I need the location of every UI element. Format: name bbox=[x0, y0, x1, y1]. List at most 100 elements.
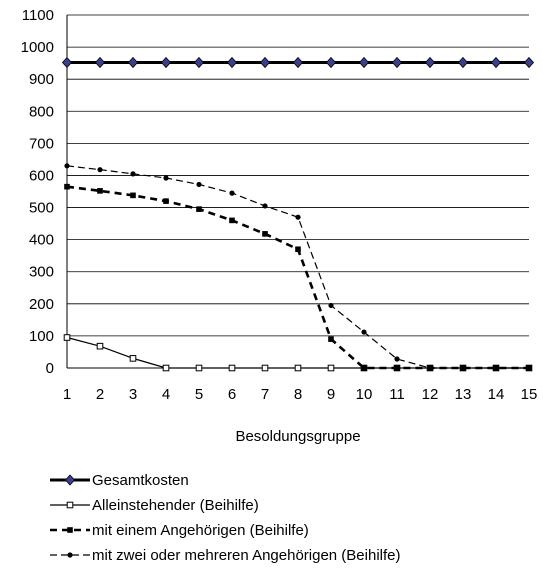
data-point bbox=[127, 56, 139, 69]
legend-label: mit zwei oder mehreren Angehörigen (Beih… bbox=[92, 547, 401, 564]
y-tick-label: 1100 bbox=[22, 7, 54, 24]
data-point bbox=[328, 302, 334, 309]
y-tick-labels: 0 100 200 300 400 500 600 700 800 900 1000 1100 bbox=[21, 7, 54, 377]
data-point bbox=[64, 474, 76, 486]
data-point bbox=[195, 364, 203, 372]
data-point bbox=[97, 188, 103, 194]
legend-item: mit einem Angehörigen (Beihilfe) bbox=[50, 522, 309, 539]
series-line bbox=[66, 336, 529, 369]
data-point bbox=[261, 364, 269, 372]
legend-item: mit zwei oder mehreren Angehörigen (Beih… bbox=[50, 547, 401, 564]
x-tick-label: 10 bbox=[356, 386, 373, 403]
series-1 bbox=[61, 56, 535, 69]
x-tick-label: 1 bbox=[63, 386, 71, 403]
x-tick-label: 5 bbox=[195, 386, 203, 403]
y-tick-label: 200 bbox=[29, 296, 54, 313]
y-tick-label: 400 bbox=[29, 232, 54, 249]
data-point bbox=[130, 171, 136, 177]
x-tick-label: 13 bbox=[455, 386, 472, 403]
data-point bbox=[292, 56, 304, 69]
data-point bbox=[294, 364, 302, 372]
x-tick-label: 8 bbox=[294, 386, 302, 403]
data-point bbox=[361, 365, 367, 371]
data-point bbox=[61, 56, 73, 69]
data-point bbox=[262, 203, 268, 209]
data-point bbox=[193, 56, 205, 69]
y-tick-label: 700 bbox=[29, 135, 54, 152]
data-point bbox=[229, 217, 235, 224]
data-point bbox=[427, 365, 433, 371]
x-tick-label: 3 bbox=[129, 386, 137, 403]
data-point bbox=[67, 552, 73, 558]
data-point bbox=[96, 342, 104, 350]
data-point bbox=[394, 356, 400, 362]
y-tick-label: 300 bbox=[29, 264, 54, 281]
data-point bbox=[325, 56, 337, 69]
y-tick-label: 1000 bbox=[21, 39, 54, 56]
legend-label: Alleinstehender (Beihilfe) bbox=[92, 497, 259, 514]
data-point bbox=[262, 231, 268, 237]
data-point bbox=[460, 365, 466, 371]
x-tick-label: 11 bbox=[389, 386, 405, 403]
data-point bbox=[526, 365, 532, 371]
y-tick-label: 100 bbox=[29, 328, 54, 345]
x-tick-label: 7 bbox=[261, 386, 269, 403]
series-line bbox=[66, 165, 529, 369]
data-point bbox=[196, 206, 202, 212]
y-tick-label: 600 bbox=[29, 167, 54, 184]
data-point bbox=[163, 175, 169, 181]
y-tick-label: 0 bbox=[46, 360, 54, 377]
data-point bbox=[358, 56, 370, 69]
x-tick-label: 15 bbox=[521, 386, 538, 403]
data-point bbox=[457, 56, 469, 69]
legend: Gesamtkosten Alleinstehender (Beihilfe) mi… bbox=[50, 472, 401, 564]
data-point bbox=[97, 167, 103, 173]
data-point bbox=[163, 198, 169, 204]
legend-item: Gesamtkosten bbox=[50, 472, 189, 489]
data-point bbox=[94, 56, 106, 69]
data-point bbox=[228, 364, 236, 372]
x-tick-label: 2 bbox=[96, 386, 104, 403]
x-tick-labels: 1 2 3 4 5 6 7 8 9 10 11 12 13 14 15 bbox=[63, 386, 538, 403]
data-point bbox=[64, 163, 70, 169]
data-point bbox=[196, 181, 202, 188]
data-point bbox=[523, 56, 535, 69]
data-point bbox=[327, 364, 335, 372]
x-tick-label: 12 bbox=[422, 386, 439, 403]
data-point bbox=[67, 527, 73, 533]
data-point bbox=[490, 56, 502, 69]
legend-label: Gesamtkosten bbox=[92, 472, 189, 489]
y-tick-label: 800 bbox=[29, 103, 54, 120]
data-point bbox=[295, 246, 301, 253]
y-tick-label: 500 bbox=[29, 200, 54, 217]
data-point bbox=[391, 56, 403, 69]
data-point bbox=[394, 365, 400, 371]
data-point bbox=[129, 355, 137, 362]
series-line bbox=[66, 185, 529, 370]
data-point bbox=[424, 56, 436, 69]
x-tick-label: 14 bbox=[488, 386, 505, 403]
data-point bbox=[226, 56, 238, 69]
data-point bbox=[295, 214, 301, 220]
y-tick-label: 900 bbox=[29, 71, 54, 88]
series-group bbox=[61, 56, 535, 372]
data-point bbox=[162, 364, 170, 372]
data-point bbox=[160, 56, 172, 69]
series-3 bbox=[64, 183, 532, 371]
x-tick-label: 9 bbox=[327, 386, 335, 403]
legend-label: mit einem Angehörigen (Beihilfe) bbox=[92, 522, 309, 539]
series-4 bbox=[64, 163, 532, 371]
data-point bbox=[64, 183, 70, 190]
legend-item: Alleinstehender (Beihilfe) bbox=[50, 497, 259, 514]
data-point bbox=[361, 329, 367, 335]
data-point bbox=[66, 501, 74, 509]
data-point bbox=[493, 365, 499, 371]
x-axis-title: Besoldungsgruppe bbox=[235, 428, 360, 445]
data-point bbox=[63, 334, 71, 341]
data-point bbox=[229, 190, 235, 196]
x-tick-label: 4 bbox=[162, 386, 170, 403]
data-point bbox=[328, 336, 334, 342]
data-point bbox=[259, 56, 271, 69]
x-tick-label: 6 bbox=[228, 386, 236, 403]
